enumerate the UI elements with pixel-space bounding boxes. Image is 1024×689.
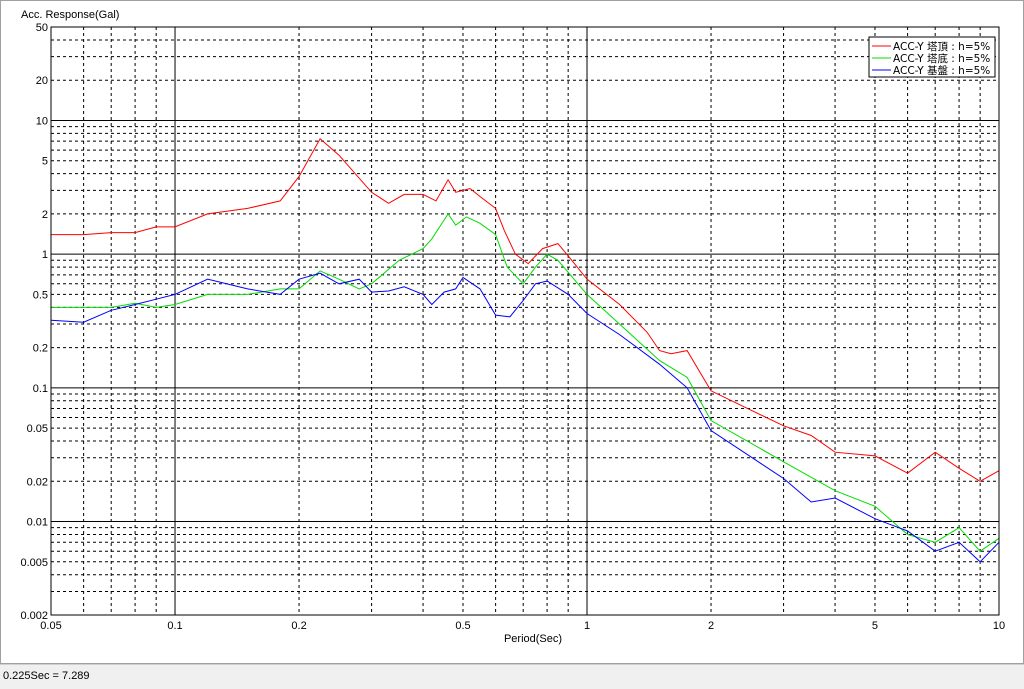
y-tick-label: 2 bbox=[42, 209, 48, 221]
response-spectrum-chart: 0.05 0.1 0.2 0.5 1 2 5 10 0.002 0.005 0.01 0.02 0.05… bbox=[20, 9, 1005, 645]
legend-label: ACC-Y 塔底 : h=5% bbox=[893, 52, 990, 65]
x-tick-label: 0.05 bbox=[40, 620, 61, 632]
x-tick-label: 2 bbox=[708, 620, 714, 632]
status-bar: 0.225Sec = 7.289 bbox=[0, 664, 1024, 689]
tick-labels: 0.05 0.1 0.2 0.5 1 2 5 10 0.002 0.005 0.01 0.02 0.05… bbox=[20, 22, 1005, 632]
x-tick-label: 5 bbox=[872, 620, 878, 632]
y-tick-label: 50 bbox=[36, 22, 48, 34]
y-axis-title: Acc. Response(Gal) bbox=[21, 9, 119, 21]
y-tick-label: 0.5 bbox=[33, 289, 48, 301]
plot-window: 0.05 0.1 0.2 0.5 1 2 5 10 0.002 0.005 0.01 0.02 0.05… bbox=[0, 0, 1024, 664]
x-tick-label: 10 bbox=[993, 620, 1005, 632]
series-lines bbox=[50, 138, 1000, 563]
series-line-1 bbox=[51, 138, 1000, 482]
y-tick-label: 0.002 bbox=[20, 610, 48, 622]
grid-lines bbox=[50, 26, 1000, 616]
series-line-2 bbox=[51, 212, 1000, 552]
y-tick-label: 1 bbox=[42, 249, 48, 261]
x-axis-title: Period(Sec) bbox=[504, 633, 562, 645]
y-tick-label: 0.005 bbox=[20, 557, 48, 569]
x-tick-label: 0.5 bbox=[455, 620, 470, 632]
y-tick-label: 10 bbox=[36, 115, 48, 127]
x-tick-label: 0.2 bbox=[291, 620, 306, 632]
status-readout: 0.225Sec = 7.289 bbox=[3, 670, 90, 682]
y-tick-label: 20 bbox=[36, 75, 48, 87]
series-line-3 bbox=[50, 272, 1000, 563]
legend-label: ACC-Y 塔頂 : h=5% bbox=[893, 40, 990, 53]
y-tick-label: 0.1 bbox=[33, 383, 48, 395]
y-tick-label: 0.02 bbox=[27, 476, 48, 488]
x-tick-label: 1 bbox=[584, 620, 590, 632]
y-tick-label: 0.2 bbox=[33, 343, 48, 355]
y-tick-label: 0.05 bbox=[27, 423, 48, 435]
legend-label: ACC-Y 基盤 : h=5% bbox=[893, 64, 990, 77]
y-tick-label: 0.01 bbox=[27, 517, 48, 529]
x-tick-label: 0.1 bbox=[167, 620, 182, 632]
y-tick-label: 5 bbox=[42, 156, 48, 168]
legend: ACC-Y 塔頂 : h=5%ACC-Y 塔底 : h=5%ACC-Y 基盤 :… bbox=[868, 36, 996, 78]
plot-frame bbox=[50, 26, 1000, 616]
